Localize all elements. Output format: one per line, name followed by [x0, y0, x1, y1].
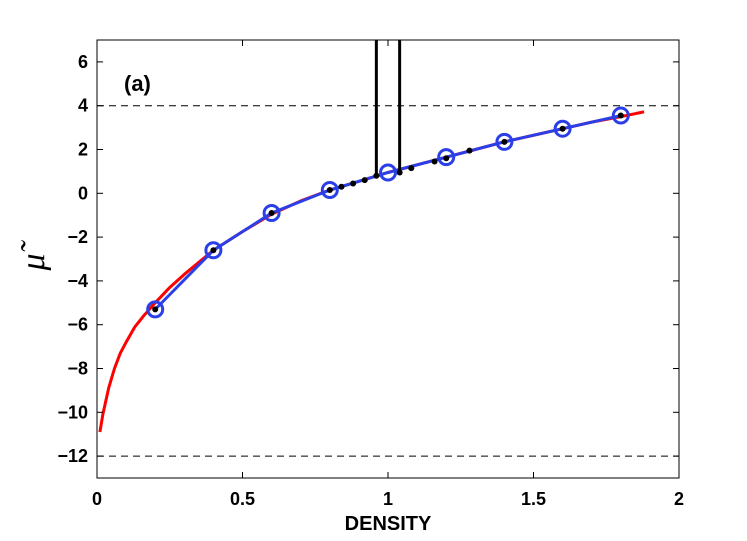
simulation-marker-6: [495, 132, 514, 151]
data-dot-15: [617, 112, 624, 119]
simulation-marker-0: [146, 300, 165, 319]
data-dot-1: [210, 247, 217, 254]
plot-series: [98, 40, 645, 433]
data-dot-5: [350, 180, 357, 187]
x-tick-label-4: 2: [674, 489, 684, 509]
y-tick-label-8: −10: [57, 402, 88, 422]
simulation-marker-5: [437, 148, 456, 167]
reference-lines: [97, 105, 679, 457]
y-axis-label: μ̃: [15, 239, 52, 271]
theory-curve: [98, 110, 645, 433]
x-tick-label-1: 0.5: [230, 489, 255, 509]
simulation-curve: [154, 114, 622, 311]
y-tick-label-1: 4: [78, 96, 88, 116]
y-tick-label-0: 6: [78, 52, 88, 72]
y-tick-label-7: −8: [67, 359, 88, 379]
data-dot-0: [152, 306, 159, 313]
x-tick-label-3: 1.5: [521, 489, 546, 509]
simulation-marker-3: [320, 181, 339, 200]
x-tick-label-0: 0: [92, 489, 102, 509]
axis-ticks: 0 0.5 1 1.5 2 6 4 2 0 −2 −4 −6 −8 −10 −12: [57, 40, 684, 509]
data-dot-3: [326, 187, 333, 194]
y-tick-label-4: −2: [67, 227, 88, 247]
data-dot-8: [396, 169, 403, 176]
data-dot-10: [431, 158, 438, 165]
data-dot-13: [501, 138, 508, 145]
data-dot-7: [373, 172, 380, 179]
simulation-marker-4: [379, 163, 397, 182]
y-tick-label-2: 2: [78, 140, 88, 160]
y-tick-label-6: −6: [67, 315, 88, 335]
y-tick-label-9: −12: [57, 446, 88, 466]
data-dot-9: [408, 165, 415, 172]
x-tick-label-2: 1: [383, 489, 393, 509]
data-dot-6: [361, 177, 368, 184]
simulation-marker-8: [611, 106, 630, 125]
simulation-marker-1: [204, 241, 223, 260]
simulation-marker-2: [262, 204, 281, 223]
panel-label: (a): [124, 71, 151, 96]
y-tick-label-3: 0: [78, 183, 88, 203]
data-dot-14: [559, 125, 566, 132]
data-dot-12: [466, 147, 473, 154]
x-axis-label: DENSITY: [345, 513, 432, 535]
simulation-marker-7: [553, 119, 572, 138]
data-dot-2: [268, 210, 275, 217]
data-dot-11: [443, 155, 450, 162]
y-tick-label-5: −4: [67, 271, 88, 291]
data-dot-4: [338, 183, 345, 190]
